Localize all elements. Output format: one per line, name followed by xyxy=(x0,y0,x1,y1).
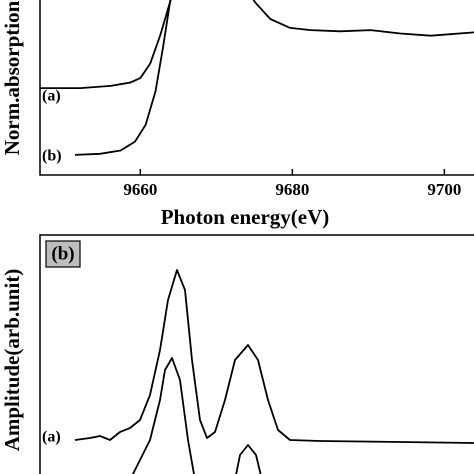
x-tick-label: 9660 xyxy=(123,180,157,199)
plot-area xyxy=(74,269,474,474)
panel-label-box xyxy=(45,240,81,268)
plot-frame xyxy=(39,0,474,176)
line-series xyxy=(131,357,262,474)
curve-label: (a) xyxy=(42,88,61,105)
x-tick-label: 9680 xyxy=(275,180,309,199)
panel-label: (b) xyxy=(51,243,74,264)
curve-label: (b) xyxy=(42,148,62,165)
y-axis-label: Norm.absorption xyxy=(0,0,24,155)
line-series xyxy=(74,0,172,156)
y-axis-label: Amplitude(arb.unit) xyxy=(0,269,24,452)
plot-area xyxy=(40,0,474,156)
curve-label: (a) xyxy=(42,429,61,446)
plot-frame xyxy=(39,234,474,474)
x-axis-label: Photon energy(eV) xyxy=(161,205,330,229)
x-tick-label: 9700 xyxy=(427,180,461,199)
line-series xyxy=(74,269,474,444)
line-series xyxy=(40,0,474,89)
